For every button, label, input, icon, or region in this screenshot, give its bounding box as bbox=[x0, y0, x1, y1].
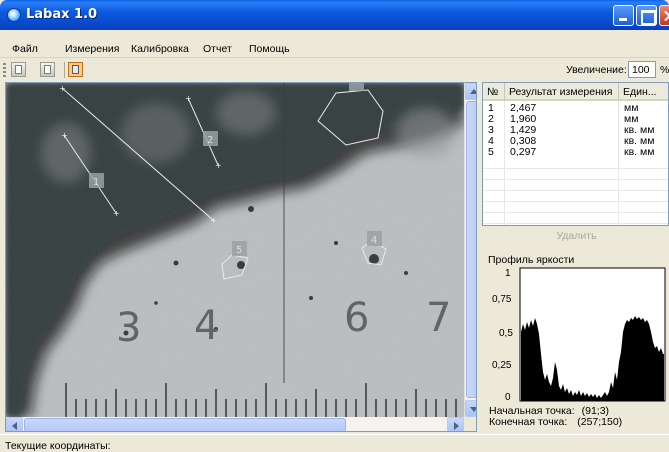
profile-y-tick: 0 bbox=[505, 392, 511, 403]
table-row[interactable]: 3 1,429 кв. мм bbox=[488, 124, 655, 136]
window-title: Labax 1.0 bbox=[26, 7, 98, 22]
close-button[interactable] bbox=[659, 5, 669, 26]
results-table[interactable]: № Результат измерения Един... 1 2,467 мм… bbox=[482, 82, 669, 226]
profile-title: Профиль яркости bbox=[488, 254, 575, 266]
scroll-up-icon[interactable] bbox=[465, 83, 476, 100]
menu-bar: Файл Измерения Калибровка Отчет Помощь bbox=[0, 30, 669, 58]
zoom-label: Увеличение: bbox=[566, 64, 627, 76]
line-measure-icon[interactable] bbox=[11, 62, 26, 77]
scroll-right-icon[interactable] bbox=[447, 417, 464, 431]
toolbar-separator bbox=[64, 62, 65, 78]
ruler-number: 4 bbox=[194, 303, 219, 349]
profile-y-tick: 0,5 bbox=[499, 328, 513, 339]
menu-help[interactable]: Помощь bbox=[249, 43, 290, 55]
marker-label: 5 bbox=[236, 245, 242, 256]
marker-label: 4 bbox=[371, 235, 377, 246]
horizontal-scrollbar[interactable] bbox=[6, 417, 464, 431]
end-point: Конечная точка: (257;150) bbox=[489, 416, 622, 428]
column-header-result[interactable]: Результат измерения bbox=[505, 83, 619, 101]
status-text: Текущие координаты: bbox=[5, 440, 111, 452]
start-point: Начальная точка: (91;3) bbox=[489, 405, 609, 417]
minimize-button[interactable] bbox=[613, 5, 634, 26]
image-viewer[interactable]: 3 4 6 7 + + + + + + 1 2 4 5 bbox=[5, 82, 477, 432]
menu-report[interactable]: Отчет bbox=[203, 43, 232, 55]
scroll-left-icon[interactable] bbox=[6, 417, 23, 431]
specimen-image[interactable]: 3 4 6 7 + + + + + + 1 2 4 5 bbox=[6, 83, 464, 417]
zoom-unit: % bbox=[660, 64, 669, 76]
menu-calibration[interactable]: Калибровка bbox=[131, 43, 189, 55]
status-bar: Текущие координаты: bbox=[0, 434, 669, 452]
marker-label: 1 bbox=[93, 177, 99, 188]
column-header-number[interactable]: № bbox=[483, 83, 505, 101]
toolbar: Увеличение: % bbox=[0, 59, 669, 82]
end-point-label: Конечная точка: bbox=[489, 416, 568, 428]
ruler-number: 7 bbox=[426, 295, 451, 341]
toolbar-grip-icon[interactable] bbox=[3, 63, 6, 77]
maximize-button[interactable] bbox=[636, 5, 657, 26]
horizontal-scroll-thumb[interactable] bbox=[24, 418, 346, 431]
scrollbar-corner bbox=[464, 417, 476, 431]
profile-y-tick: 1 bbox=[505, 268, 511, 279]
svg-text:+: + bbox=[113, 209, 120, 218]
measure-area-5[interactable] bbox=[221, 254, 249, 280]
svg-text:+: + bbox=[59, 84, 66, 93]
area-measure-icon[interactable] bbox=[40, 62, 55, 77]
table-row[interactable]: 1 2,467 мм bbox=[488, 102, 639, 114]
brightness-profile-chart: 1 0,75 0,5 0,25 0 bbox=[492, 267, 666, 403]
measure-area-3[interactable] bbox=[317, 89, 384, 146]
title-bar[interactable]: Labax 1.0 bbox=[0, 0, 669, 30]
brightness-profile-area bbox=[521, 316, 664, 401]
start-point-value: (91;3) bbox=[581, 405, 610, 417]
vertical-scrollbar[interactable] bbox=[464, 83, 476, 417]
start-point-label: Начальная точка: bbox=[489, 405, 575, 417]
svg-text:+: + bbox=[215, 161, 222, 170]
svg-text:+: + bbox=[185, 94, 192, 103]
zoom-input[interactable] bbox=[628, 61, 656, 78]
measure-line-long[interactable] bbox=[61, 87, 214, 221]
profile-y-tick: 0,75 bbox=[492, 294, 512, 305]
ruler-number: 3 bbox=[116, 305, 141, 351]
svg-text:+: + bbox=[210, 216, 217, 225]
vertical-scroll-thumb[interactable] bbox=[466, 101, 476, 398]
table-row[interactable]: 5 0,297 кв. мм bbox=[488, 146, 655, 158]
menu-measurements[interactable]: Измерения bbox=[65, 43, 120, 55]
ruler-number: 6 bbox=[344, 295, 369, 341]
svg-text:+: + bbox=[61, 131, 68, 140]
column-header-unit[interactable]: Един... bbox=[619, 83, 668, 101]
delete-button[interactable]: Удалить bbox=[484, 226, 669, 246]
select-region-icon[interactable] bbox=[68, 62, 83, 77]
app-icon bbox=[7, 8, 21, 22]
table-row[interactable]: 2 1,960 мм bbox=[488, 113, 639, 125]
table-row[interactable]: 4 0,308 кв. мм bbox=[488, 135, 655, 147]
marker-label: 2 bbox=[207, 135, 213, 146]
scroll-down-icon[interactable] bbox=[465, 400, 476, 417]
menu-file[interactable]: Файл bbox=[12, 43, 38, 55]
profile-y-tick: 0,25 bbox=[492, 360, 512, 371]
end-point-value: (257;150) bbox=[577, 416, 623, 428]
